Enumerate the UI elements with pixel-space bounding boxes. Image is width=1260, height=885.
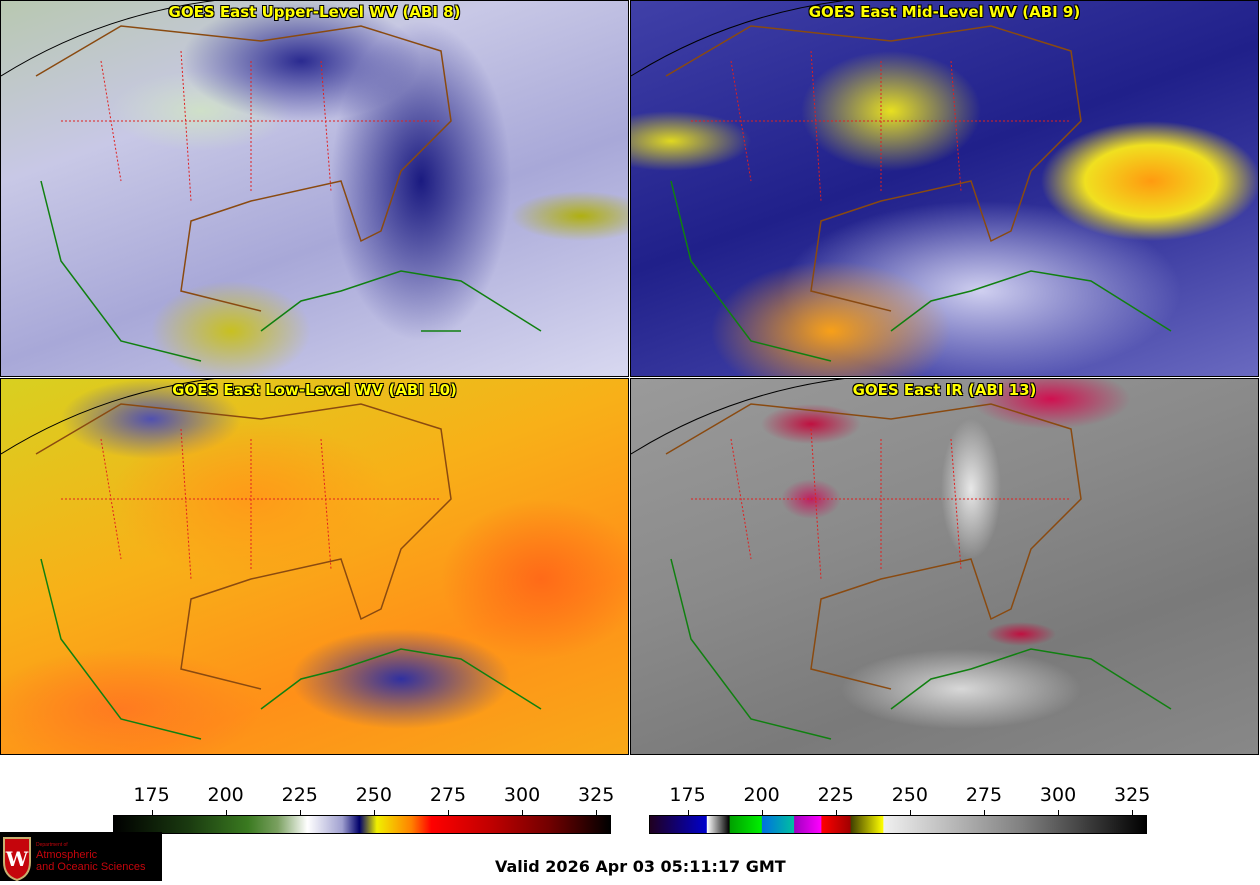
low-level-wv-panel: GOES East Low-Level WV (ABI 10): [0, 378, 629, 755]
svg-text:and Oceanic Sciences: and Oceanic Sciences: [36, 861, 146, 873]
colorbar-tick: [761, 810, 763, 815]
colorbar-tick-label: 200: [207, 784, 244, 806]
colorbar-tick-label: 225: [281, 784, 318, 806]
colorbar-tick-label: 225: [817, 784, 854, 806]
upper-level-wv-panel: GOES East Upper-Level WV (ABI 8): [0, 0, 629, 377]
colorbar-tick-label: 325: [1114, 784, 1151, 806]
colorbar-tick-label: 300: [503, 784, 541, 806]
colorbar-tick: [983, 810, 985, 815]
colorbar-tick-label: 250: [891, 784, 928, 806]
mid-level-wv-panel: GOES East Mid-Level WV (ABI 9): [630, 0, 1259, 377]
panel-title: GOES East IR (ABI 13): [852, 381, 1037, 399]
colorbar-tick: [1132, 810, 1134, 815]
colorbar-tick: [225, 810, 227, 815]
colorbar-tick-label: 275: [965, 784, 1003, 806]
colorbar-tick: [373, 810, 375, 815]
uw-crest-icon: W Department of Atmospheric and Oceanic …: [3, 837, 146, 882]
colorbar-tick: [909, 810, 911, 815]
panel-title: GOES East Mid-Level WV (ABI 9): [808, 3, 1081, 21]
svg-text:Department of: Department of: [36, 842, 68, 848]
colorbar-tick: [522, 810, 524, 815]
colorbar-tick-label: 175: [133, 784, 170, 806]
colorbar-tick: [835, 810, 837, 815]
colorbar-tick: [1058, 810, 1060, 815]
panel-title: GOES East Low-Level WV (ABI 10): [172, 381, 457, 399]
colorbar-tick-label: 250: [355, 784, 392, 806]
ir-panel: GOES East IR (ABI 13): [630, 378, 1259, 755]
colorbar-tick-label: 300: [1039, 784, 1077, 806]
colorbar-tick-label: 275: [429, 784, 467, 806]
colorbar-tick: [151, 810, 153, 815]
colorbar-tick: [596, 810, 598, 815]
valid-time: Valid 2026 Apr 03 05:11:17 GMT: [495, 857, 786, 876]
map-overlay: [1, 379, 542, 740]
colorbar-tick: [447, 810, 449, 815]
svg-text:W: W: [5, 847, 29, 871]
wv-colorbar: [113, 815, 611, 834]
map-overlay: [1, 1, 542, 362]
ir-colorbar: [649, 815, 1147, 834]
colorbar-tick: [299, 810, 301, 815]
map-overlay: [631, 1, 1172, 362]
colorbar-tick-label: 325: [578, 784, 615, 806]
colorbar-tick: [687, 810, 689, 815]
colorbar-tick-label: 200: [743, 784, 780, 806]
colorbar-tick-label: 175: [669, 784, 706, 806]
map-overlay: [631, 379, 1172, 740]
panel-title: GOES East Upper-Level WV (ABI 8): [168, 3, 461, 21]
aos-logo: W Department of Atmospheric and Oceanic …: [0, 832, 162, 882]
svg-text:Atmospheric: Atmospheric: [36, 849, 98, 861]
